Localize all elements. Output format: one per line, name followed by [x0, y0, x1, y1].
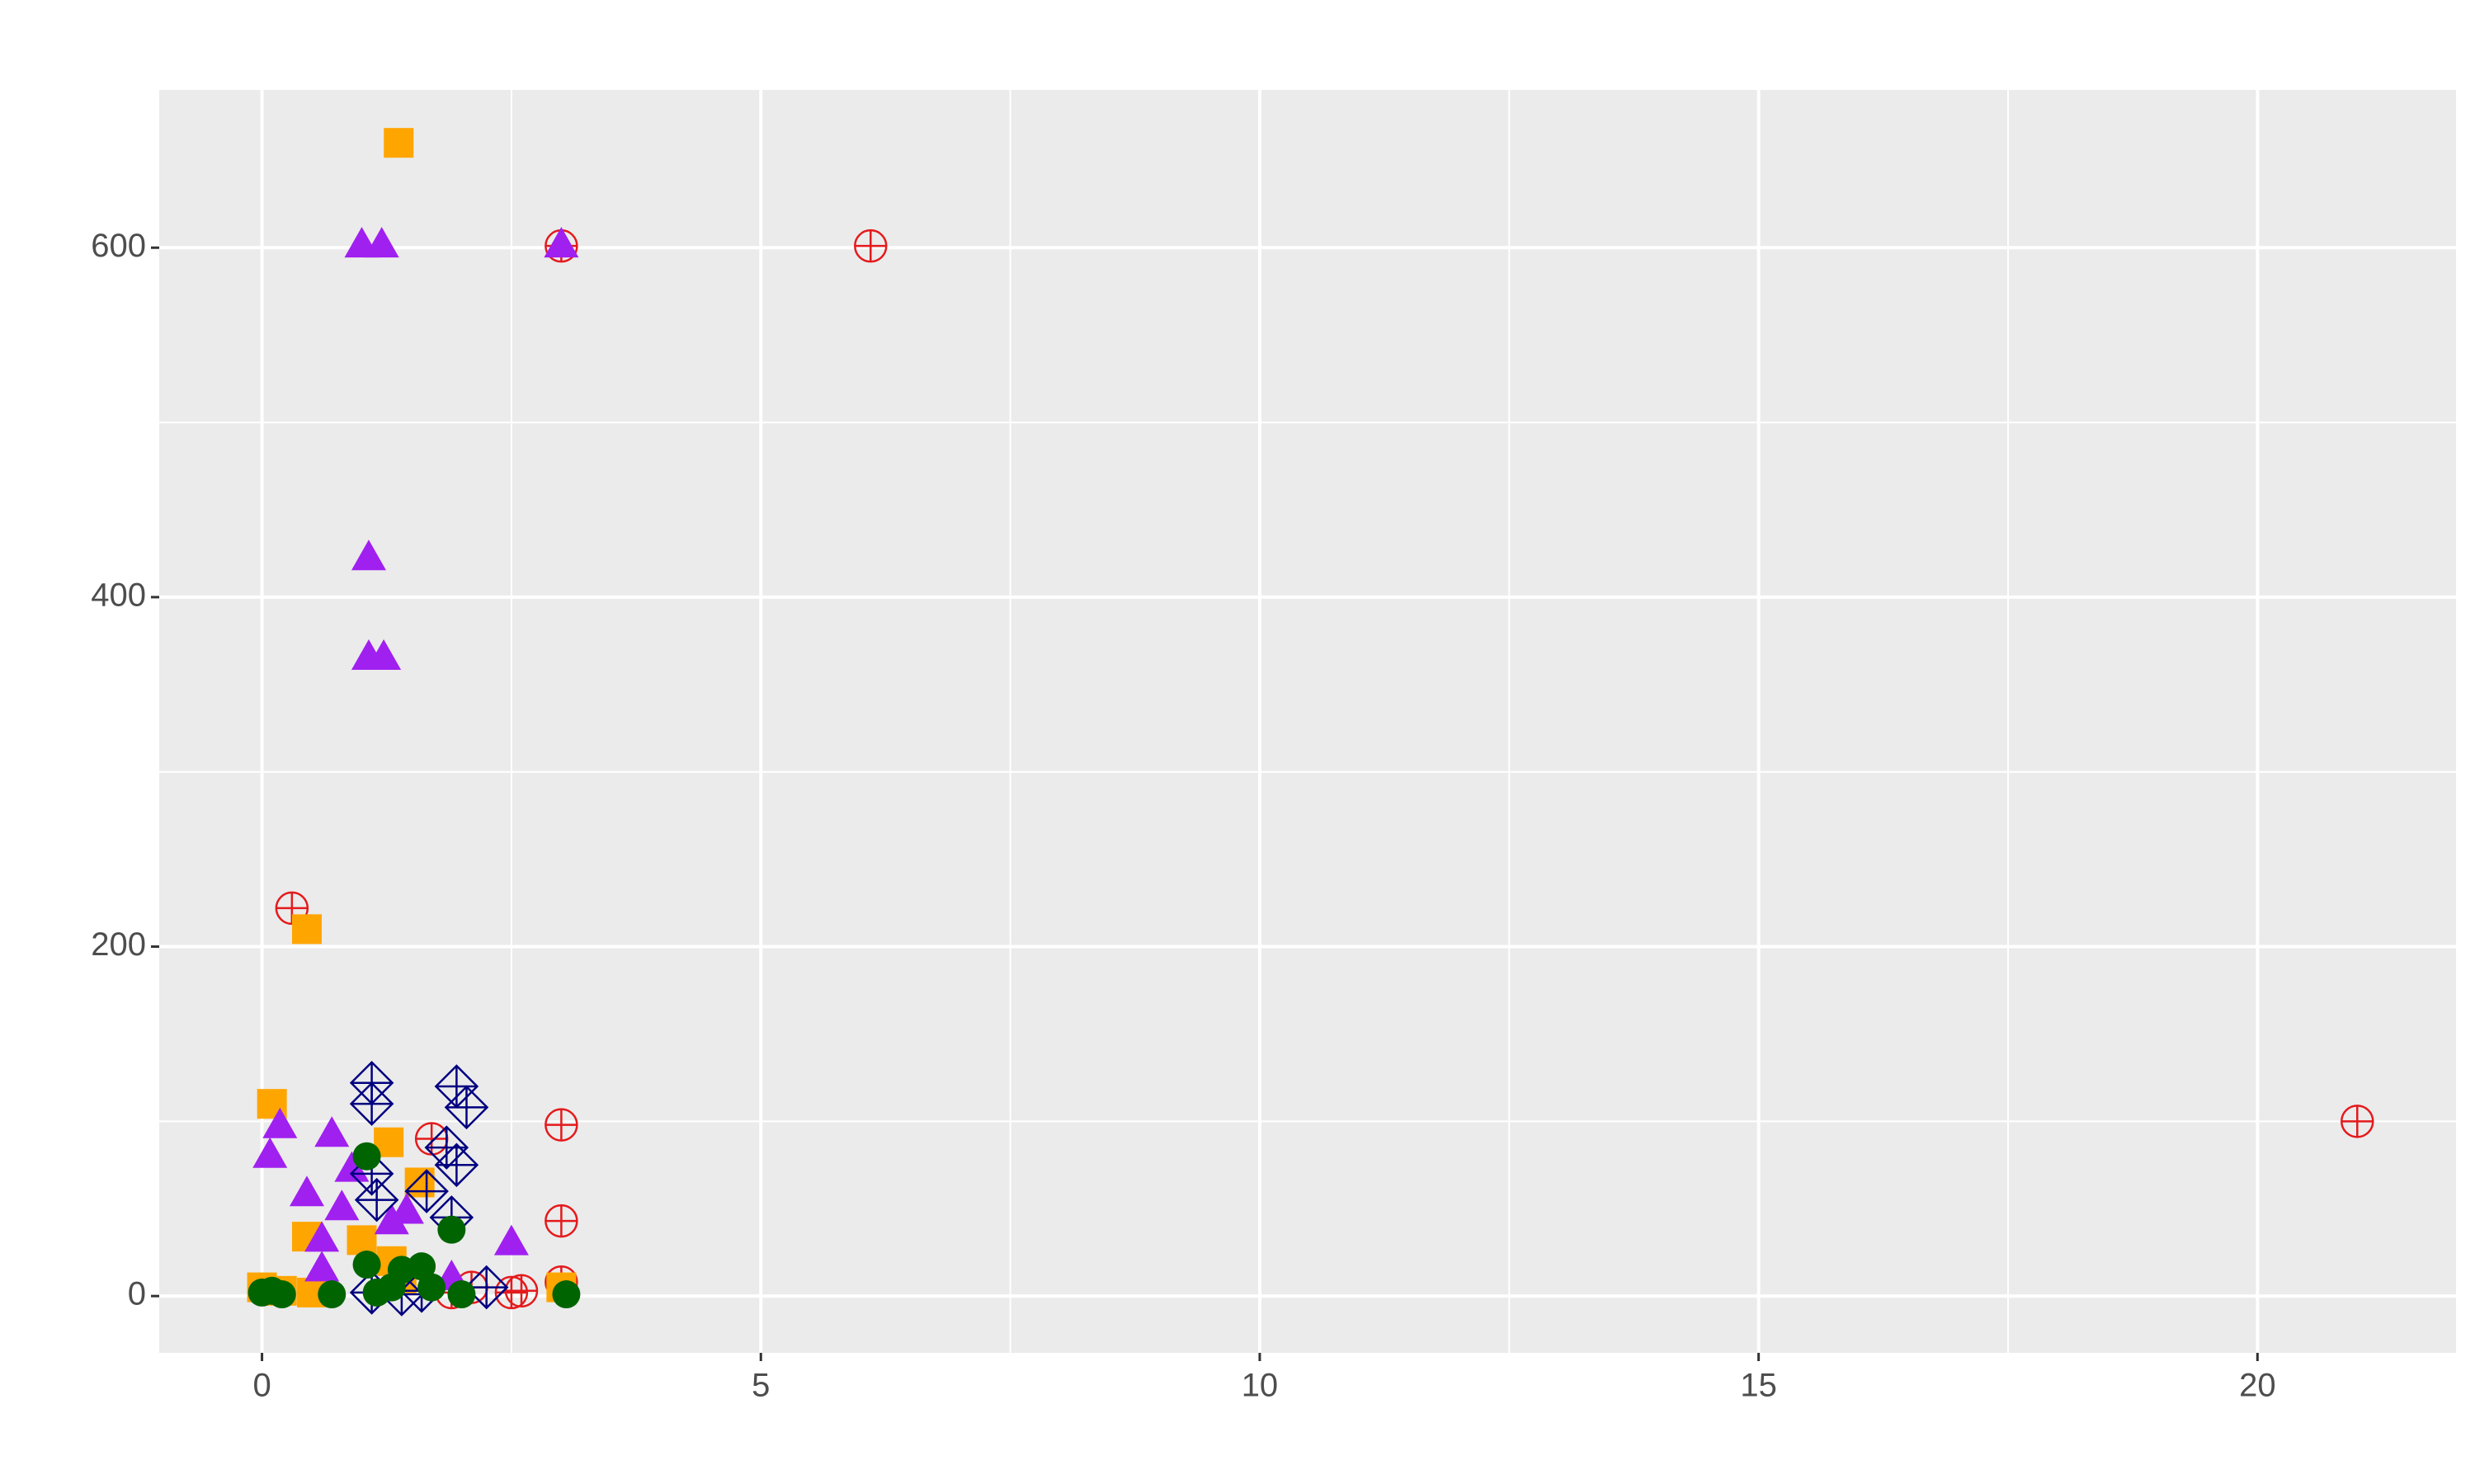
marker-part: [384, 128, 414, 158]
marker-part: [416, 1123, 448, 1155]
point: [354, 1177, 399, 1223]
point: [854, 228, 888, 263]
point: [493, 1224, 529, 1256]
point: [414, 1122, 449, 1156]
point: [351, 539, 386, 571]
y-tick-label: 200: [91, 926, 146, 963]
marker-part: [544, 227, 579, 258]
marker-part: [304, 1251, 340, 1282]
marker-part: [374, 1204, 409, 1235]
marker-part: [545, 1205, 578, 1237]
marker-part: [356, 1179, 398, 1221]
point: [304, 1221, 340, 1252]
marker-part: [262, 1107, 298, 1138]
point: [346, 1225, 377, 1256]
x-tick-label: 20: [2239, 1368, 2276, 1404]
point: [552, 1280, 581, 1309]
marker-part: [314, 1116, 350, 1147]
x-tick-label: 0: [252, 1368, 271, 1404]
point: [389, 1193, 424, 1224]
marker-part: [389, 1193, 424, 1224]
point: [408, 1252, 436, 1281]
plot-panel: [159, 90, 2456, 1353]
point: [289, 1175, 324, 1207]
point: [252, 1137, 288, 1168]
marker-part: [436, 1144, 478, 1186]
marker-part: [324, 1190, 360, 1221]
point: [544, 1204, 578, 1238]
marker-part: [2341, 1105, 2374, 1138]
marker-part: [304, 1221, 340, 1252]
point: [352, 1251, 381, 1279]
marker-part: [447, 1280, 476, 1309]
marker-part: [267, 1280, 296, 1309]
point: [2341, 1105, 2374, 1138]
marker-part: [406, 1171, 448, 1213]
point: [404, 1169, 449, 1213]
marker-part: [552, 1280, 581, 1309]
marker-part: [352, 1251, 381, 1279]
marker-part: [346, 1225, 377, 1256]
marker-part: [446, 1086, 488, 1128]
point: [366, 639, 402, 671]
marker-part: [408, 1252, 436, 1281]
point: [318, 1280, 346, 1309]
marker-part: [437, 1215, 466, 1244]
marker-part: [545, 1109, 578, 1141]
point: [504, 1274, 539, 1308]
y-tick-label: 0: [128, 1276, 146, 1312]
point: [349, 1081, 394, 1126]
point: [324, 1190, 360, 1221]
point: [262, 1107, 298, 1138]
y-tick-label: 600: [91, 228, 146, 264]
marker-part: [493, 1224, 529, 1256]
marker-part: [417, 1273, 446, 1302]
point: [437, 1215, 466, 1244]
point: [404, 1167, 435, 1198]
point: [352, 1142, 381, 1171]
marker-part: [364, 227, 399, 258]
point: [314, 1116, 350, 1147]
marker-part: [377, 1273, 406, 1302]
point: [384, 128, 414, 158]
marker-part: [318, 1280, 346, 1309]
point: [267, 1280, 296, 1309]
point: [374, 1204, 409, 1235]
point: [417, 1273, 446, 1302]
marker-part: [366, 639, 402, 671]
point: [291, 914, 322, 945]
y-tick-label: 400: [91, 577, 146, 613]
x-tick-label: 15: [1740, 1368, 1777, 1404]
marker-part: [404, 1167, 435, 1198]
point: [434, 1142, 479, 1188]
marker-part: [352, 1142, 381, 1171]
point: [364, 227, 399, 258]
marker-part: [506, 1274, 538, 1307]
marker-part: [291, 914, 322, 945]
marker-part: [351, 1083, 393, 1125]
marker-part: [289, 1175, 324, 1207]
point: [377, 1273, 406, 1302]
marker-part: [436, 1065, 478, 1107]
marker-part: [351, 539, 386, 571]
point: [275, 891, 309, 926]
x-tick-label: 10: [1242, 1368, 1279, 1404]
point: [544, 227, 579, 258]
point: [444, 1085, 489, 1130]
x-tick-label: 5: [752, 1368, 770, 1404]
point: [304, 1251, 340, 1282]
point: [447, 1280, 476, 1309]
marker-part: [855, 230, 887, 262]
marker-part: [276, 892, 308, 924]
point: [544, 1108, 578, 1142]
marker-part: [252, 1137, 288, 1168]
